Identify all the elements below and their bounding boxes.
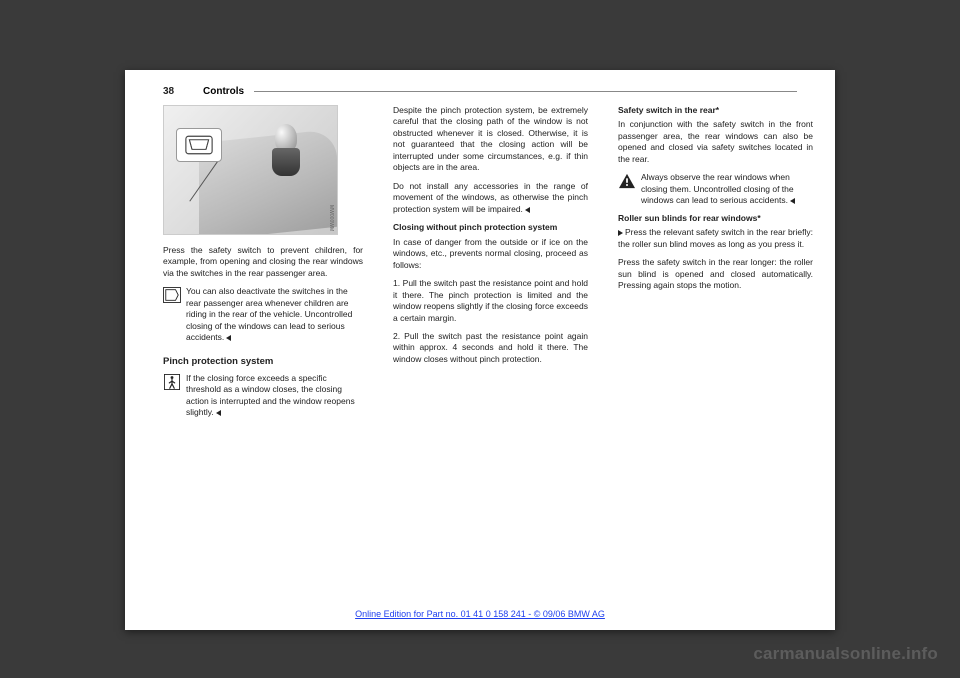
column-right: Safety switch in the rear* In conjunctio… xyxy=(618,105,813,610)
figure-callout-button xyxy=(176,128,222,162)
figure-safety-switch: MW000WM xyxy=(163,105,338,235)
warning-row: Always observe the rear windows when clo… xyxy=(618,172,813,206)
pedestrian-icon xyxy=(163,374,181,390)
roller-blinds-p2: Press the safety switch in the rear long… xyxy=(618,257,813,291)
warning-icon xyxy=(618,173,636,189)
roller-blinds-p1: Press the relevant safety switch in the … xyxy=(618,227,813,250)
pedestrian-note-row: If the closing force exceeds a specific … xyxy=(163,373,363,419)
closing-intro: In case of danger from the outside or if… xyxy=(393,237,588,271)
safety-switch-description: Press the safety switch to prevent child… xyxy=(163,245,363,279)
note-icon xyxy=(163,287,181,303)
pinch-caution-1: Despite the pinch protection system, be … xyxy=(393,105,588,174)
page-header: Controls xyxy=(195,85,797,98)
caution-note-row: You can also deactivate the switches in … xyxy=(163,286,363,343)
end-mark-icon xyxy=(216,410,221,416)
end-mark-icon xyxy=(790,198,795,204)
caution-note-text: You can also deactivate the switches in … xyxy=(186,286,363,343)
column-middle: Despite the pinch protection system, be … xyxy=(393,105,588,610)
end-mark-icon xyxy=(525,207,530,213)
closing-without-pinch-heading: Closing without pinch protection system xyxy=(393,222,588,233)
warning-text: Always observe the rear windows when clo… xyxy=(641,172,813,206)
pinch-caution-2-text: Do not install any accessories in the ra… xyxy=(393,181,588,214)
column-left: MW000WM Press the safety switch to preve… xyxy=(163,105,363,610)
roller-blinds-p1-text: Press the relevant safety switch in the … xyxy=(618,227,813,248)
pinch-protection-content: If the closing force exceeds a specific … xyxy=(186,373,355,417)
watermark: carmanualsonline.info xyxy=(753,644,938,664)
rear-safety-switch-text: In conjunction with the safety switch in… xyxy=(618,119,813,165)
header-rule xyxy=(254,91,797,92)
caution-note-content: You can also deactivate the switches in … xyxy=(186,286,352,342)
manual-page: 38 Controls MW000WM Press the safe xyxy=(125,70,835,630)
pinch-caution-2: Do not install any accessories in the ra… xyxy=(393,181,588,215)
start-mark-icon xyxy=(618,230,623,236)
online-edition-link[interactable]: Online Edition for Part no. 01 41 0 158 … xyxy=(355,608,605,620)
rear-safety-switch-heading: Safety switch in the rear* xyxy=(618,105,813,116)
pinch-protection-heading: Pinch protection system xyxy=(163,356,363,369)
rear-window-icon xyxy=(185,135,213,155)
closing-step-1: 1. Pull the switch past the resistance p… xyxy=(393,278,588,324)
figure-ref-code: MW000WM xyxy=(327,205,334,231)
figure-shifter xyxy=(275,124,299,176)
page-number: 38 xyxy=(163,86,174,97)
warning-content: Always observe the rear windows when clo… xyxy=(641,172,794,205)
pinch-protection-text: If the closing force exceeds a specific … xyxy=(186,373,363,419)
end-mark-icon xyxy=(226,335,231,341)
header-title: Controls xyxy=(203,86,244,97)
closing-step-2: 2. Pull the switch past the resistance p… xyxy=(393,331,588,365)
roller-blinds-heading: Roller sun blinds for rear windows* xyxy=(618,213,813,224)
